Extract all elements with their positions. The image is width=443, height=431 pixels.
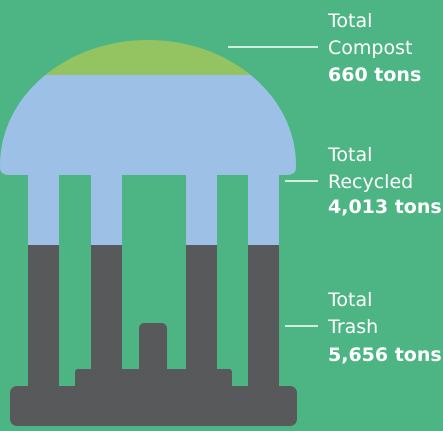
label: Total: [327, 144, 372, 166]
amount: 660 tons: [328, 64, 421, 86]
label: Trash: [327, 316, 378, 338]
label: Compost: [328, 37, 412, 59]
trash-fill: [0, 245, 300, 431]
well-shape: [0, 0, 300, 431]
label: Total: [327, 289, 372, 311]
amount: 5,656 tons: [328, 344, 442, 366]
compost-fill: [0, 0, 300, 75]
amount: 4,013 tons: [328, 196, 442, 218]
label: Total: [327, 10, 372, 32]
label: Recycled: [328, 171, 413, 193]
recycled-fill: [0, 75, 300, 245]
page: {"items": [ {"lines": ["Total", "Compost…: [0, 0, 443, 431]
infographic: Total Compost 660 tons Total Recycled 4,…: [0, 0, 443, 431]
